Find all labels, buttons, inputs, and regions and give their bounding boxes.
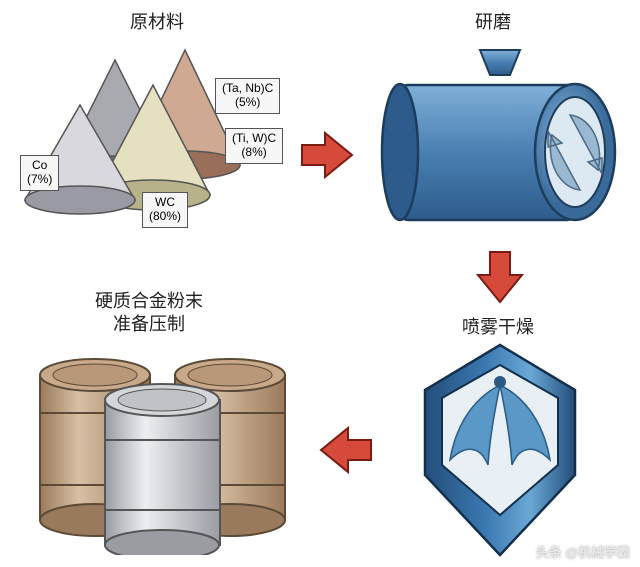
mat-name: (Ti, W)C — [232, 131, 276, 145]
mat-pct: (7%) — [27, 172, 52, 186]
mat-pct: (5%) — [235, 95, 260, 109]
ball-mill — [370, 40, 620, 240]
mat-name: Co — [32, 158, 47, 172]
arrow-down-icon — [475, 250, 525, 305]
barrel-front — [105, 384, 220, 555]
label-wc: WC (80%) — [142, 192, 188, 228]
label-co: Co (7%) — [20, 155, 59, 191]
process-diagram: 原材料 Co (7%) (Ta, Nb)C (5%) (Ti, W)C (8%) — [0, 0, 640, 567]
label-tiw: (Ti, W)C (8%) — [225, 128, 283, 164]
label-step4: 硬质合金粉末 准备压制 — [95, 290, 203, 337]
powder-barrels — [25, 345, 305, 555]
arrow-right-icon — [300, 130, 355, 180]
spray-dryer — [400, 340, 600, 560]
label-step2: 研磨 — [475, 8, 511, 34]
step4-line2: 准备压制 — [113, 314, 185, 334]
step4-line1: 硬质合金粉末 — [95, 291, 203, 311]
label-tanb: (Ta, Nb)C (5%) — [215, 78, 280, 114]
arrow-left-icon — [318, 425, 373, 475]
watermark-text: 头条 @机械学霸 — [536, 542, 630, 561]
mat-pct: (80%) — [149, 209, 181, 223]
mat-pct: (8%) — [241, 145, 266, 159]
mat-name: (Ta, Nb)C — [222, 81, 273, 95]
label-step3: 喷雾干燥 — [462, 313, 534, 339]
mat-name: WC — [155, 195, 175, 209]
